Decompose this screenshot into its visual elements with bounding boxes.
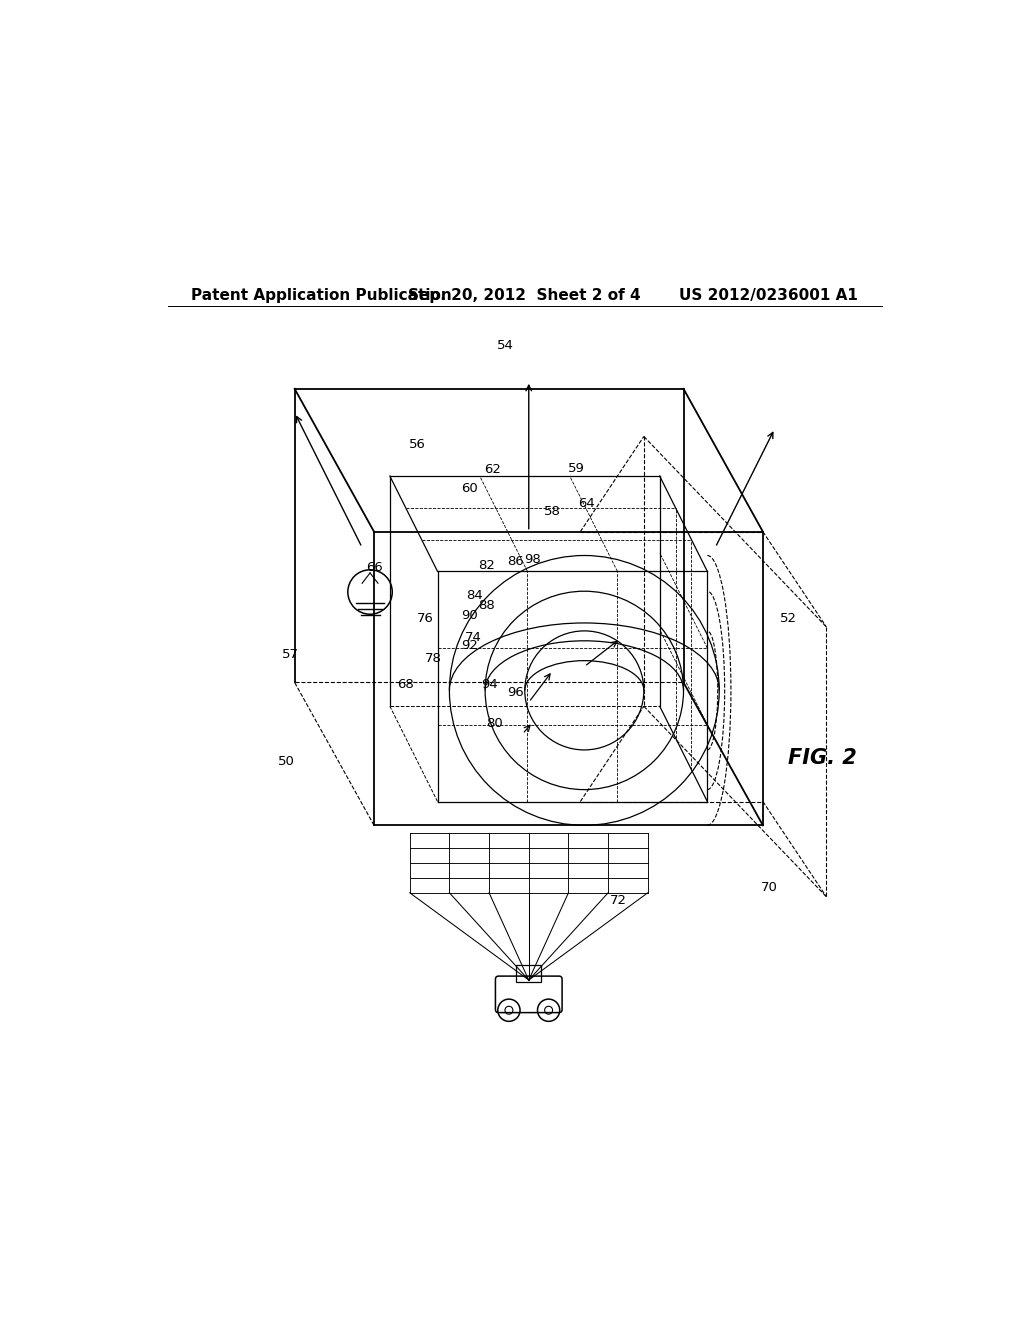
Text: 64: 64 [579,498,595,511]
Text: 78: 78 [425,652,442,665]
Text: 74: 74 [465,631,481,644]
Text: 59: 59 [568,462,585,475]
Text: 68: 68 [397,677,414,690]
Text: 92: 92 [461,639,477,652]
Text: 98: 98 [524,553,541,566]
Text: 54: 54 [497,339,513,351]
Text: 60: 60 [461,482,477,495]
Text: 96: 96 [507,686,523,700]
Text: FIG. 2: FIG. 2 [788,748,857,768]
Text: 88: 88 [478,599,495,612]
Text: 90: 90 [461,609,477,622]
Text: 82: 82 [478,558,496,572]
Text: 84: 84 [466,589,483,602]
Text: 50: 50 [279,755,295,768]
Text: 52: 52 [779,612,797,626]
Text: 86: 86 [507,554,523,568]
Text: Patent Application Publication: Patent Application Publication [191,289,453,304]
Text: 58: 58 [544,506,561,519]
Text: US 2012/0236001 A1: US 2012/0236001 A1 [679,289,858,304]
Text: 72: 72 [610,894,627,907]
Text: 66: 66 [366,561,382,574]
Text: Sep. 20, 2012  Sheet 2 of 4: Sep. 20, 2012 Sheet 2 of 4 [409,289,641,304]
Text: 57: 57 [283,648,299,661]
Text: 80: 80 [486,717,503,730]
Text: 76: 76 [417,612,434,626]
Text: 62: 62 [484,463,502,477]
Text: 56: 56 [410,438,426,451]
Text: 70: 70 [761,880,777,894]
Text: 94: 94 [480,677,498,690]
